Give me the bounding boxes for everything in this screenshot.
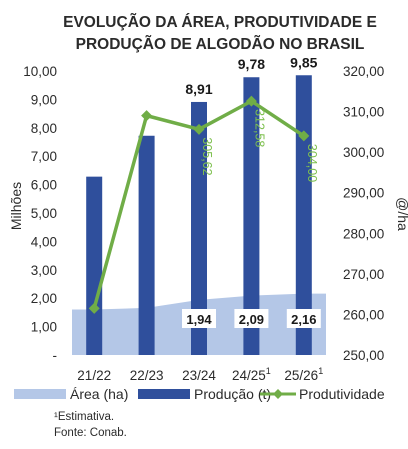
bar-producao [86, 176, 103, 355]
data-label-area: 2,16 [291, 312, 316, 327]
bar-producao [191, 101, 207, 356]
data-label-area: 1,94 [186, 312, 212, 327]
x-tick-superscript: 1 [318, 366, 323, 376]
marker-produtividade [193, 123, 205, 135]
legend: Área (ha) Produção (t) Produtividade [14, 386, 385, 402]
x-tick-label: 21/22 [77, 368, 111, 383]
y-right-tick-label: 250,00 [343, 348, 384, 363]
x-tick-label: 25/261 [284, 366, 323, 383]
legend-produtividade-marker [273, 389, 283, 399]
data-label-area-box [286, 309, 321, 328]
data-label-produtividade: 304,00 [305, 144, 319, 182]
y-right-tick-label: 300,00 [343, 145, 384, 160]
x-tick-label: 23/24 [182, 368, 216, 383]
data-label-area-box [182, 309, 216, 328]
x-tick-label: 22/23 [130, 368, 164, 383]
data-label-producao: 8,91 [185, 81, 212, 97]
y-right-tick-label: 270,00 [343, 267, 384, 282]
y-right-tick-label: 260,00 [343, 307, 384, 322]
marker-produtividade [245, 95, 257, 107]
source-note: Fonte: Conab. [54, 427, 127, 439]
y-left-tick-label: 4,00 [31, 234, 57, 249]
bar-producao [138, 135, 155, 355]
marker-produtividade [88, 302, 100, 314]
data-label-area: 2,09 [239, 312, 264, 327]
data-label-producao: 9,78 [238, 56, 265, 72]
x-tick-superscript: 1 [266, 366, 271, 376]
y-left-tick-label: - [53, 348, 58, 363]
y-left-tick-label: 7,00 [31, 149, 57, 164]
marker-produtividade [141, 110, 153, 122]
y-right-tick-label: 310,00 [343, 105, 384, 120]
y-left-tick-label: 9,00 [31, 92, 57, 107]
plot-area: - 1,00 2,00 3,00 4,00 5,00 6,00 7,00 8,00 9,00 10,… [23, 54, 384, 383]
y-left-tick-label: 5,00 [31, 206, 57, 221]
y-left-tick-label: 1,00 [31, 320, 57, 335]
bar-producao [243, 77, 260, 356]
y-axis-left-label: Milhões [8, 182, 24, 230]
data-label-produtividade: 312,58 [252, 109, 266, 147]
legend-producao-swatch [138, 389, 190, 399]
data-label-producao: 9,85 [290, 54, 317, 70]
y-right-tick-label: 280,00 [343, 226, 384, 241]
data-label-area-box [234, 309, 269, 328]
legend-produtividade-label: Produtividade [299, 386, 385, 402]
y-left-tick-label: 10,00 [23, 64, 57, 79]
footnote: ¹Estimativa. [54, 411, 114, 423]
y-right-tick-label: 290,00 [343, 186, 384, 201]
marker-produtividade [298, 130, 310, 142]
y-right-tick-label: 320,00 [343, 64, 384, 79]
y-left-tick-label: 8,00 [31, 121, 57, 136]
legend-producao-label: Produção (t) [194, 386, 271, 402]
y-axis-right-label: @/ha [395, 197, 408, 231]
y-left-tick-label: 6,00 [31, 178, 57, 193]
chart-title-line2: PRODUÇÃO DE ALGODÃO NO BRASIL [76, 35, 365, 53]
bar-producao [295, 75, 312, 355]
y-left-tick-label: 2,00 [31, 291, 57, 306]
x-tick-label: 24/251 [232, 366, 271, 383]
chart-title-line1: EVOLUÇÃO DA ÁREA, PRODUTIVIDADE E [63, 13, 377, 31]
data-label-produtividade: 305,62 [200, 137, 214, 175]
y-left-tick-label: 3,00 [31, 263, 57, 278]
legend-area-swatch [14, 389, 66, 399]
legend-area-label: Área (ha) [70, 386, 128, 402]
